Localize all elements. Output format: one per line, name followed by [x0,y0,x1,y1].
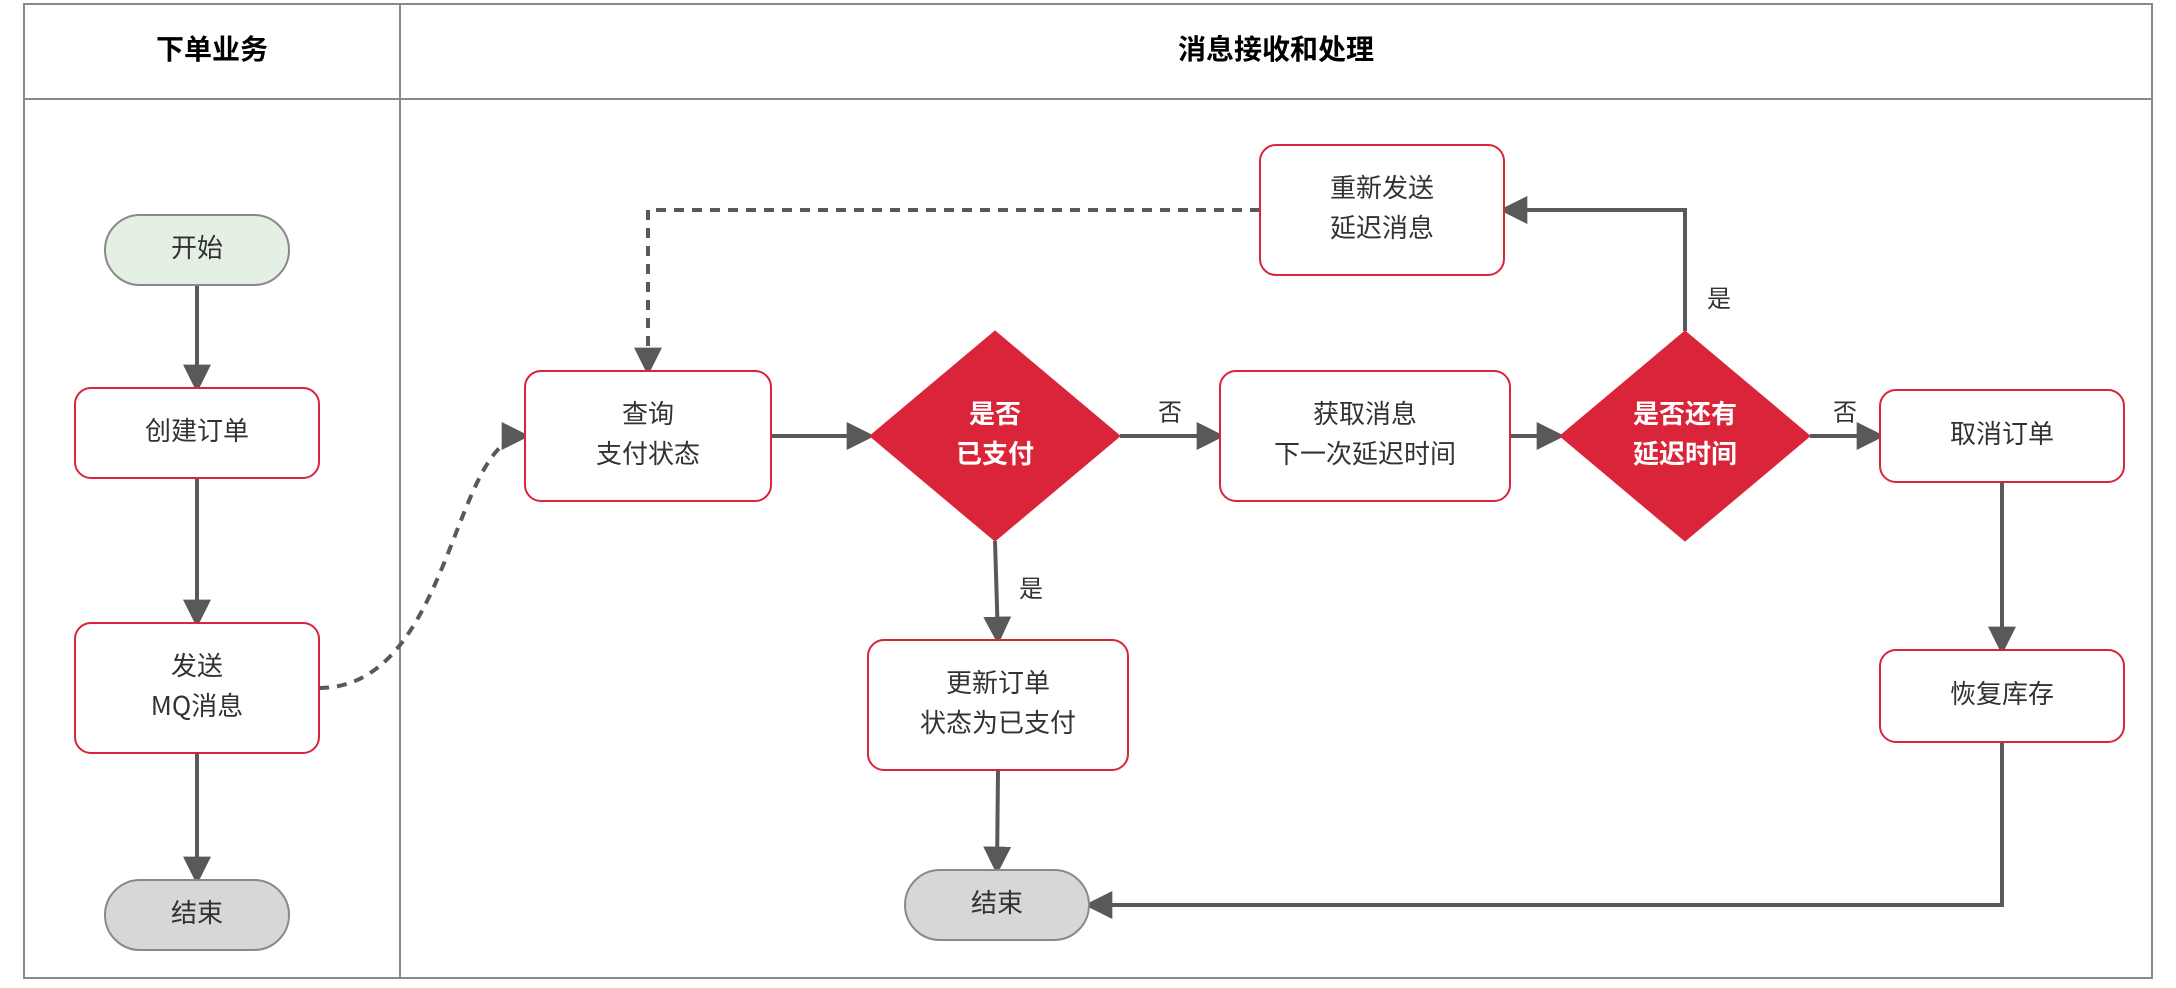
svg-text:否: 否 [1833,393,1857,428]
svg-text:结束: 结束 [971,883,1023,920]
svg-text:否: 否 [1158,393,1182,428]
svg-text:是: 是 [1019,569,1043,604]
node-end2: 结束 [905,870,1089,940]
lane-header-left: 下单业务 [156,28,268,68]
edge-update-end2 [997,770,998,870]
flowchart-svg: 下单业务消息接收和处理否是否是开始创建订单发送MQ消息结束查询支付状态是否已支付… [0,0,2176,988]
node-create: 创建订单 [75,388,319,478]
swimlane-frame: 下单业务 消息接收和处理 [24,4,2152,978]
svg-text:结束: 结束 [171,893,223,930]
svg-text:开始: 开始 [171,228,223,265]
node-resend: 重新发送延迟消息 [1260,145,1504,275]
node-sendmq: 发送MQ消息 [75,623,319,753]
lane-header-right: 消息接收和处理 [1178,28,1374,68]
node-restore: 恢复库存 [1880,650,2124,742]
node-query: 查询支付状态 [525,371,771,501]
node-getnext: 获取消息下一次延迟时间 [1220,371,1510,501]
node-start: 开始 [105,215,289,285]
flowchart-root: 下单业务消息接收和处理否是否是开始创建订单发送MQ消息结束查询支付状态是否已支付… [0,0,2176,988]
svg-text:是: 是 [1707,279,1731,314]
node-end1: 结束 [105,880,289,950]
svg-text:恢复库存: 恢复库存 [1950,674,2054,711]
svg-text:取消订单: 取消订单 [1950,414,2054,451]
node-update: 更新订单状态为已支付 [868,640,1128,770]
svg-text:创建订单: 创建订单 [145,411,249,448]
node-cancel: 取消订单 [1880,390,2124,482]
